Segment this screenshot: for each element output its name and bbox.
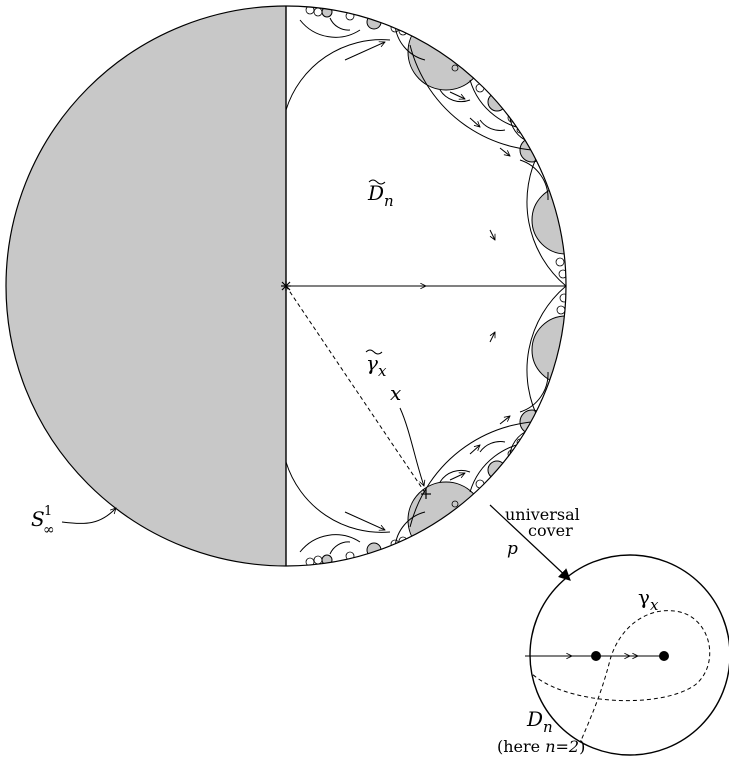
p-label: p xyxy=(507,539,518,559)
region-right-lower xyxy=(531,315,566,385)
region-lower xyxy=(407,481,485,559)
x-pointer xyxy=(399,407,424,486)
dn-label: Dn xyxy=(526,707,553,736)
covering-map-arrow xyxy=(489,504,571,581)
hyperbolic-disc xyxy=(5,5,567,567)
quotient-boundary xyxy=(529,554,729,756)
s-infinity-pointer xyxy=(61,508,116,524)
left-half-region xyxy=(6,6,286,566)
x-label: x xyxy=(390,381,401,405)
center-star-icon xyxy=(281,281,291,291)
universal-label: universal xyxy=(505,505,580,524)
puncture-2 xyxy=(659,651,669,661)
region-small-1 xyxy=(519,137,545,163)
d-tilde-label: Dn xyxy=(367,181,394,210)
region-small-2 xyxy=(519,409,545,435)
arc-arrows xyxy=(344,42,510,530)
svg-text:1: 1 xyxy=(44,504,52,519)
svg-text:S: S xyxy=(31,507,45,531)
region-upper xyxy=(407,13,485,91)
region-right-center xyxy=(531,185,566,255)
puncture-1 xyxy=(591,651,601,661)
s-infinity-label: S 1 ∞ xyxy=(31,504,55,538)
loop-gamma xyxy=(530,610,711,755)
d-tilde-accent xyxy=(368,179,386,185)
gamma-tilde-label: γx xyxy=(366,351,387,380)
here-n-label: (here n=2) xyxy=(497,737,585,756)
orbit-point-plus-icon xyxy=(421,489,431,499)
svg-text:∞: ∞ xyxy=(43,522,55,538)
cover-label: cover xyxy=(528,521,573,540)
lifted-path xyxy=(285,285,427,495)
gamma-tilde-accent xyxy=(365,349,383,355)
gamma-x-label: γx xyxy=(638,585,659,614)
quotient-disc xyxy=(525,554,729,756)
